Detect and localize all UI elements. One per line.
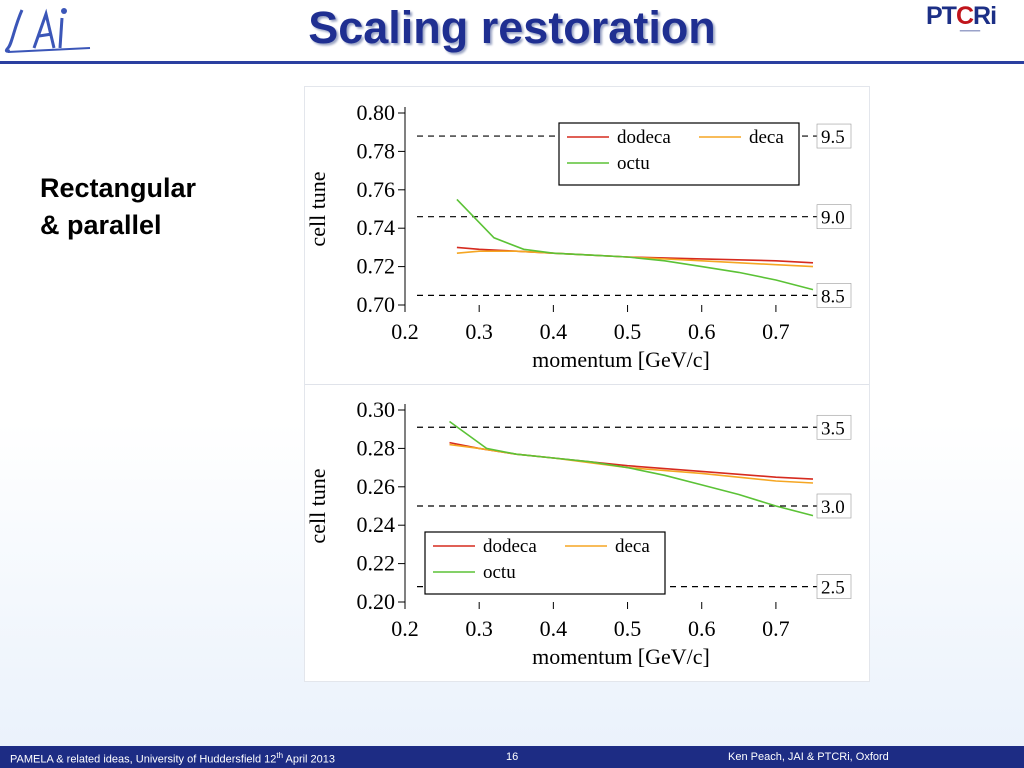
jai-logo (4, 8, 91, 53)
y-tick-label: 0.24 (357, 512, 396, 537)
series-line-deca (456, 250, 814, 268)
chart-panel: 0.70 0.72 0.74 0.76 0.78 0.80 0.2 0.3 0.4 0.5 0.6 0… (304, 86, 870, 682)
footer-left: PAMELA & related ideas, University of Hu… (10, 751, 335, 766)
chart-top: 0.70 0.72 0.74 0.76 0.78 0.80 0.2 0.3 0.4 0.5 0.6 0… (305, 100, 852, 372)
reference-label-box (816, 493, 852, 519)
reference-label-box (816, 123, 852, 149)
y-tick-label: 0.26 (357, 474, 396, 499)
x-tick-label: 0.3 (465, 616, 493, 641)
y-tick-label: 0.28 (357, 435, 396, 460)
ptcri-logo: PTCRi (926, 2, 997, 30)
series-line-octu (456, 198, 814, 291)
title-divider (0, 61, 1024, 64)
ptcri-logo-underline (959, 30, 981, 32)
legend-box (558, 122, 800, 186)
reference-label: 9.0 (821, 208, 845, 229)
footer-right: Ken Peach, JAI & PTCRi, Oxford (728, 751, 889, 763)
reference-label-box (816, 204, 852, 229)
reference-label: 3.5 (821, 418, 845, 439)
bullet-text: Rectangular & parallel (40, 173, 197, 240)
reference-label-box (816, 414, 852, 440)
legend-label-dodeca: dodeca (617, 127, 671, 148)
reference-label: 2.5 (821, 578, 845, 599)
legend-label-octu: octu (483, 562, 516, 583)
legend-label-deca: deca (615, 536, 650, 557)
y-tick-label: 0.30 (357, 397, 396, 422)
bullet-box: Rectangular & parallel (28, 160, 272, 252)
footer-bar: PAMELA & related ideas, University of Hu… (0, 746, 1024, 768)
x-tick-label: 0.7 (762, 616, 790, 641)
x-tick-label: 0.4 (540, 319, 568, 344)
x-tick-label: 0.3 (465, 319, 493, 344)
slide-title: Scaling restoration (308, 2, 716, 53)
x-tick-label: 0.4 (540, 616, 568, 641)
x-tick-label: 0.6 (688, 616, 716, 641)
reference-label: 3.0 (821, 497, 845, 518)
chart-bottom: 0.20 0.22 0.24 0.26 0.28 0.30 0.2 0.3 0.4 0.5 0.6 0… (305, 397, 852, 669)
x-tick-label: 0.5 (614, 319, 642, 344)
footer-left-sup: th (276, 751, 284, 760)
chart-separator (305, 384, 869, 385)
legend-box (424, 531, 666, 595)
y-axis-label: cell tune (305, 171, 330, 246)
reference-label: 9.5 (821, 127, 845, 148)
y-tick-label: 0.72 (357, 254, 396, 279)
y-tick-label: 0.70 (357, 292, 396, 317)
legend-label-octu: octu (617, 153, 650, 174)
footer-left-end: April 2013 (283, 753, 336, 766)
y-tick-label: 0.78 (357, 138, 396, 163)
x-tick-label: 0.5 (614, 616, 642, 641)
series-line-dodeca (456, 246, 814, 264)
y-tick-label: 0.80 (357, 100, 396, 125)
reference-label-box (816, 574, 852, 599)
series-line-dodeca (449, 441, 814, 480)
y-tick-label: 0.20 (357, 589, 396, 614)
series-line-octu (449, 420, 814, 517)
x-tick-label: 0.6 (688, 319, 716, 344)
reference-label: 8.5 (821, 286, 845, 307)
y-tick-label: 0.74 (357, 215, 396, 240)
y-axis-label: cell tune (305, 468, 330, 543)
y-tick-label: 0.76 (357, 177, 396, 202)
footer-page-number: 16 (506, 751, 519, 763)
reference-label-box (816, 283, 852, 308)
x-axis-label: momentum [GeV/c] (532, 347, 710, 372)
legend-label-dodeca: dodeca (483, 536, 537, 557)
legend-label-deca: deca (749, 127, 784, 148)
footer-left-main: PAMELA & related ideas, University of Hu… (10, 753, 277, 766)
y-tick-label: 0.22 (357, 551, 396, 576)
x-tick-label: 0.2 (391, 319, 419, 344)
x-tick-label: 0.7 (762, 319, 790, 344)
series-line-deca (449, 443, 814, 484)
x-axis-label: momentum [GeV/c] (532, 644, 710, 669)
x-tick-label: 0.2 (391, 616, 419, 641)
